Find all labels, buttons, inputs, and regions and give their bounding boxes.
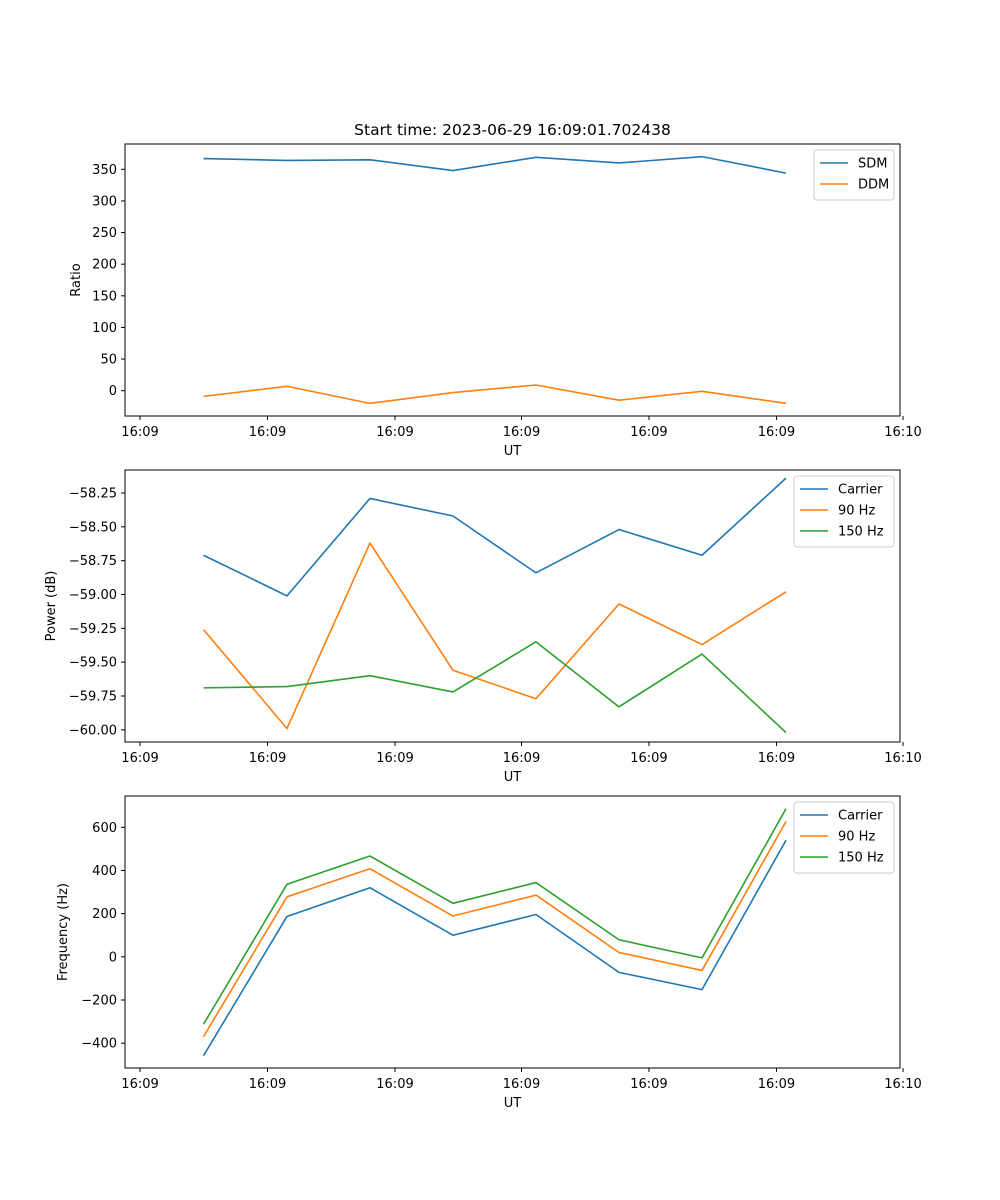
y-tick-label: −59.50 (69, 656, 117, 671)
axes-frame (124, 143, 901, 417)
x-tick-label: 16:10 (884, 425, 921, 440)
legend-label: 150 Hz (838, 851, 884, 866)
chart-panel-3: 16:09 16:09 16:09 16:09 16:09 16:09 16:10 −400 −… (56, 795, 922, 1111)
x-tick-label: 16:09 (630, 1077, 667, 1092)
y-tick-label: −59.00 (69, 588, 117, 603)
legend-label: Carrier (838, 809, 883, 824)
legend-label: Carrier (838, 483, 883, 498)
series-line-90-hz (202, 542, 787, 730)
legend-box (793, 801, 895, 874)
legend-label: SDM (858, 157, 887, 172)
x-tick-label: 16:09 (376, 1077, 413, 1092)
y-tick-label: 350 (92, 163, 117, 178)
series-line-150-hz (202, 808, 787, 1025)
x-tick-label: 16:09 (503, 1077, 540, 1092)
x-axis-label: UT (504, 1096, 522, 1111)
y-tick-label: 150 (92, 289, 117, 304)
x-axis-label: UT (504, 444, 522, 459)
series-line-sdm (203, 155, 787, 174)
y-tick-label: −200 (81, 994, 117, 1009)
x-tick-label: 16:09 (376, 425, 413, 440)
x-tick-label: 16:09 (758, 751, 795, 766)
x-tick-label: 16:09 (121, 1077, 158, 1092)
legend: Carrier 90 Hz 150 Hz (793, 475, 895, 548)
series-line-ddm (203, 384, 787, 405)
y-axis-label: Power (dB) (44, 571, 59, 642)
x-tick-label: 16:09 (249, 751, 286, 766)
y-tick-label: −58.50 (69, 520, 117, 535)
y-tick-label: 250 (92, 226, 117, 241)
y-tick-label: −400 (81, 1037, 117, 1052)
series-line-carrier (202, 839, 787, 1057)
series-line-carrier (203, 477, 787, 597)
chart-panel-1: 16:09 16:09 16:09 16:09 16:09 16:09 16:10 0 50 10… (69, 121, 922, 459)
y-tick-label: −59.25 (69, 622, 117, 637)
x-tick-label: 16:09 (630, 751, 667, 766)
y-tick-label: 600 (92, 821, 117, 836)
y-tick-label: 50 (100, 353, 117, 368)
x-tick-label: 16:09 (630, 425, 667, 440)
legend-label: 150 Hz (838, 525, 884, 540)
axes-frame (124, 469, 901, 743)
y-tick-label: 100 (92, 321, 117, 336)
chart-title: Start time: 2023-06-29 16:09:01.702438 (354, 121, 671, 139)
x-tick-label: 16:09 (249, 425, 286, 440)
y-tick-label: −59.75 (69, 689, 117, 704)
y-tick-label: 300 (92, 194, 117, 209)
series-line-90-hz (202, 821, 787, 1038)
y-axis-label: Ratio (69, 263, 84, 296)
legend-box (793, 475, 895, 548)
x-tick-label: 16:09 (503, 425, 540, 440)
series-line-150-hz (203, 641, 787, 734)
x-tick-label: 16:09 (121, 751, 158, 766)
x-tick-label: 16:09 (249, 1077, 286, 1092)
x-tick-label: 16:09 (121, 425, 158, 440)
y-tick-label: −60.00 (69, 723, 117, 738)
y-tick-label: −58.75 (69, 554, 117, 569)
legend: Carrier 90 Hz 150 Hz (793, 801, 895, 874)
y-axis-label: Frequency (Hz) (56, 883, 71, 981)
x-axis-label: UT (504, 770, 522, 785)
legend: SDM DDM (813, 149, 895, 201)
y-tick-label: 200 (92, 907, 117, 922)
y-tick-label: 200 (92, 258, 117, 273)
axes-frame (124, 795, 901, 1069)
legend-label: 90 Hz (838, 830, 875, 845)
x-tick-label: 16:09 (758, 1077, 795, 1092)
chart-panel-2: 16:09 16:09 16:09 16:09 16:09 16:09 16:10 −60.0… (44, 469, 922, 785)
x-tick-label: 16:09 (503, 751, 540, 766)
x-tick-label: 16:09 (758, 425, 795, 440)
x-tick-label: 16:10 (884, 1077, 921, 1092)
y-tick-label: −58.25 (69, 487, 117, 502)
y-tick-label: 400 (92, 864, 117, 879)
legend-label: DDM (858, 178, 889, 193)
x-tick-label: 16:09 (376, 751, 413, 766)
legend-label: 90 Hz (838, 504, 875, 519)
x-tick-label: 16:10 (884, 751, 921, 766)
y-tick-label: 0 (109, 384, 117, 399)
y-tick-label: 0 (109, 950, 117, 965)
